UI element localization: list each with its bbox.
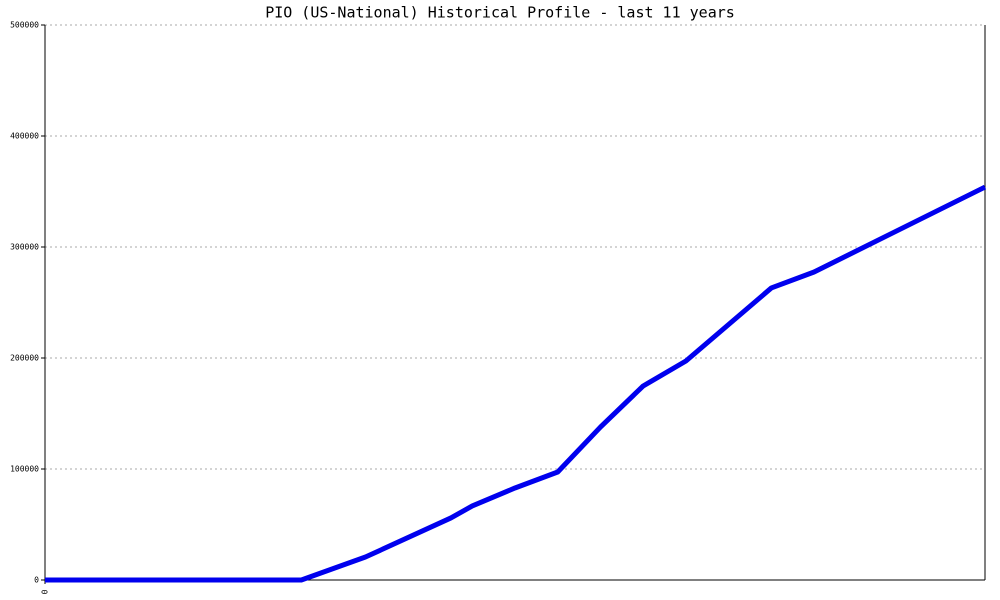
y-tick-label: 400000 xyxy=(10,132,39,141)
data-line xyxy=(45,184,987,583)
y-tick-label: 0 xyxy=(34,576,39,585)
y-tick-label: 500000 xyxy=(10,21,39,30)
y-tick-label: 200000 xyxy=(10,354,39,363)
x-tick-label: 0 xyxy=(41,589,50,594)
y-tick-label: 300000 xyxy=(10,243,39,252)
y-tick-label: 100000 xyxy=(10,465,39,474)
chart-title: PIO (US-National) Historical Profile - l… xyxy=(265,4,735,22)
